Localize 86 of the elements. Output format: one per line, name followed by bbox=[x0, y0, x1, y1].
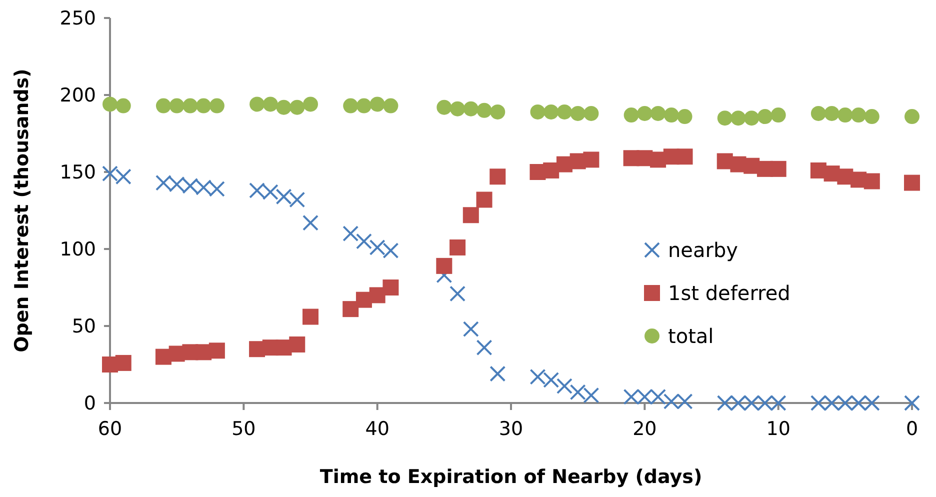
point bbox=[289, 336, 306, 352]
point bbox=[302, 214, 318, 231]
x-tick-label: 20 bbox=[632, 418, 657, 440]
point bbox=[370, 96, 385, 112]
legend-label: nearby bbox=[668, 238, 738, 262]
y-axis-title: Open Interest (thousands) bbox=[11, 68, 33, 352]
legend-label: 1st deferred bbox=[668, 281, 790, 305]
y-tick-label: 50 bbox=[72, 316, 96, 338]
point bbox=[196, 98, 212, 114]
point bbox=[303, 96, 318, 112]
point bbox=[369, 287, 386, 304]
y-tick-label: 150 bbox=[60, 162, 96, 184]
point bbox=[156, 98, 171, 114]
x-axis-title: Time to Expiration of Nearby (days) bbox=[320, 466, 702, 488]
point bbox=[864, 109, 880, 124]
point bbox=[637, 106, 652, 121]
point bbox=[290, 100, 305, 115]
point bbox=[904, 395, 920, 411]
point bbox=[664, 108, 679, 123]
point bbox=[770, 160, 786, 177]
point bbox=[356, 98, 372, 114]
point bbox=[476, 340, 492, 356]
point bbox=[102, 96, 118, 112]
point bbox=[169, 98, 184, 114]
x-tick-label: 50 bbox=[232, 418, 256, 440]
point bbox=[677, 109, 692, 124]
point bbox=[476, 192, 492, 208]
point bbox=[676, 148, 693, 165]
point bbox=[490, 366, 506, 382]
point bbox=[624, 108, 639, 123]
point bbox=[490, 104, 506, 120]
point bbox=[450, 239, 466, 256]
point bbox=[262, 96, 278, 112]
point bbox=[530, 104, 546, 120]
point bbox=[904, 109, 920, 124]
point bbox=[584, 106, 599, 121]
point bbox=[342, 226, 359, 242]
point bbox=[382, 280, 399, 296]
point bbox=[570, 106, 586, 121]
point bbox=[436, 258, 452, 274]
point bbox=[115, 354, 132, 371]
point bbox=[810, 106, 826, 121]
point bbox=[343, 98, 358, 114]
point bbox=[450, 286, 466, 302]
point bbox=[342, 301, 359, 318]
x-tick-label: 0 bbox=[906, 418, 918, 440]
point bbox=[583, 152, 600, 168]
point bbox=[864, 173, 880, 190]
point bbox=[650, 106, 666, 121]
x-tick-label: 40 bbox=[365, 418, 390, 440]
point bbox=[544, 104, 559, 120]
point bbox=[383, 98, 398, 114]
point bbox=[116, 98, 131, 114]
point bbox=[436, 100, 452, 115]
point bbox=[851, 108, 866, 123]
point bbox=[717, 110, 732, 126]
point bbox=[463, 101, 478, 116]
point bbox=[209, 98, 224, 114]
point bbox=[462, 207, 479, 224]
point bbox=[824, 106, 840, 121]
x-tick-label: 30 bbox=[498, 418, 524, 440]
point bbox=[476, 102, 492, 118]
point bbox=[730, 110, 746, 126]
y-tick-label: 100 bbox=[60, 238, 96, 261]
point bbox=[490, 168, 506, 185]
point bbox=[356, 233, 372, 250]
point bbox=[757, 109, 772, 124]
point bbox=[208, 342, 225, 359]
point bbox=[450, 101, 466, 116]
x-tick-label: 60 bbox=[98, 418, 122, 440]
point bbox=[838, 108, 853, 123]
point bbox=[276, 100, 292, 115]
x-tick-label: 10 bbox=[766, 418, 790, 440]
point bbox=[302, 308, 318, 325]
point bbox=[182, 98, 198, 114]
point bbox=[462, 321, 479, 338]
y-tick-label: 200 bbox=[60, 84, 96, 107]
point bbox=[904, 174, 920, 191]
y-tick-label: 250 bbox=[60, 8, 96, 30]
point bbox=[250, 96, 265, 112]
point bbox=[744, 110, 760, 126]
point bbox=[556, 104, 572, 120]
y-tick-label: 0 bbox=[84, 392, 96, 415]
point bbox=[770, 108, 786, 123]
point bbox=[556, 378, 572, 394]
legend-label: total bbox=[668, 324, 714, 348]
